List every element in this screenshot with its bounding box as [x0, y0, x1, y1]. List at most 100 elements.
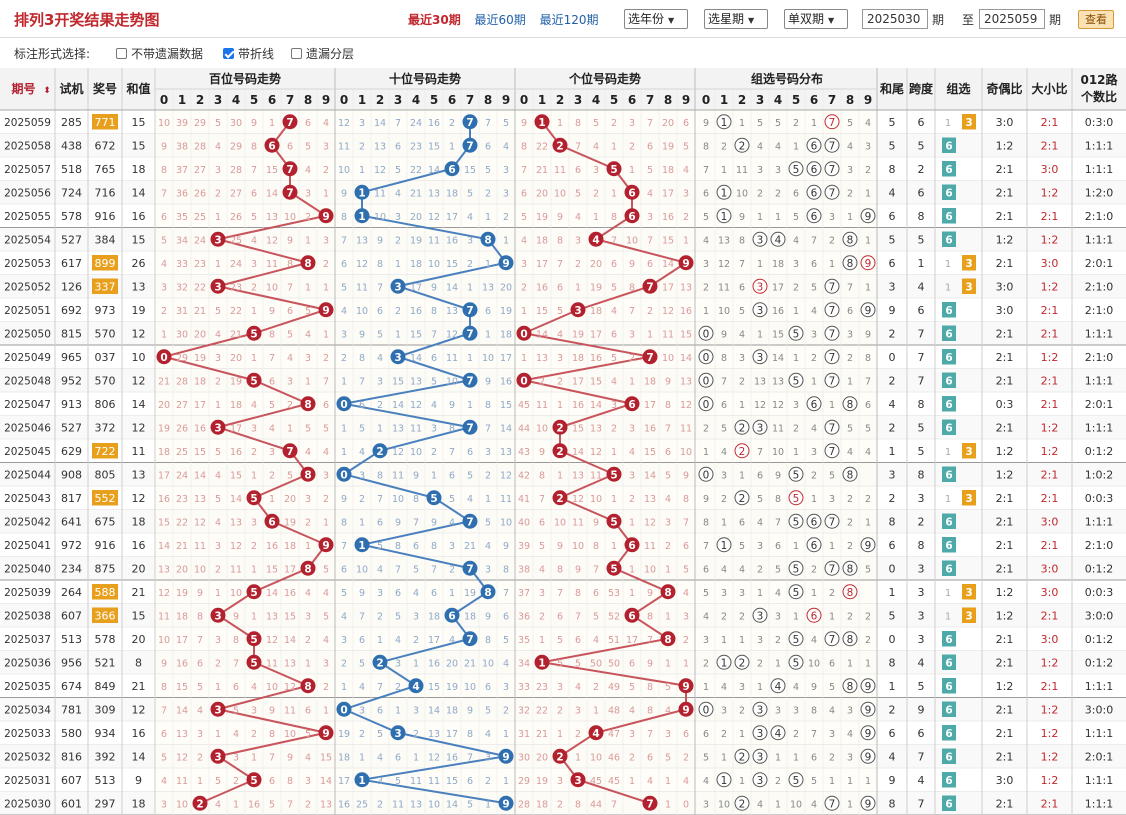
- dist-ball-label: 8: [847, 469, 854, 481]
- period-link-60[interactable]: 最近60期: [474, 13, 526, 27]
- option-with-line[interactable]: 带折线: [223, 45, 274, 62]
- dist-ball: [860, 302, 876, 318]
- view-button[interactable]: 查看: [1078, 10, 1114, 29]
- miss-value: 3: [377, 776, 383, 787]
- number-ball: [606, 560, 622, 576]
- miss-value: 10: [680, 447, 692, 458]
- number-ball-label: 9: [322, 211, 329, 223]
- miss-value: 6: [485, 141, 491, 152]
- parity-select[interactable]: 单双期: [784, 9, 848, 29]
- miss-value: 1: [629, 165, 635, 176]
- period-link-120[interactable]: 最近120期: [539, 13, 599, 27]
- miss-value: 17: [662, 188, 674, 199]
- number-ball: [300, 466, 316, 482]
- miss-value: 1: [215, 729, 221, 740]
- miss-value: 3: [665, 517, 671, 528]
- miss-value: 5: [341, 588, 347, 599]
- from-issue-suffix: 期: [932, 13, 945, 27]
- miss-value: 17: [772, 282, 784, 293]
- week-select[interactable]: 选星期: [704, 9, 768, 29]
- miss-value: 9: [485, 611, 491, 622]
- checkbox-icon[interactable]: [291, 48, 302, 59]
- miss-value: 3: [793, 705, 799, 716]
- miss-value: 6: [377, 705, 383, 716]
- year-select[interactable]: 选年份: [624, 9, 688, 29]
- number-ball-label: 9: [502, 258, 509, 270]
- miss-value: 10: [410, 447, 422, 458]
- miss-value: 1: [829, 776, 835, 787]
- miss-value: 2: [305, 212, 311, 223]
- miss-value: 4: [665, 494, 671, 505]
- dist-ball: [806, 161, 822, 177]
- miss-value: 2: [449, 118, 455, 129]
- miss-value: 1: [341, 423, 347, 434]
- option-layered[interactable]: 遗漏分层: [291, 45, 354, 62]
- miss-value: 1: [629, 376, 635, 387]
- miss-value: 4: [323, 588, 329, 599]
- miss-value: 3: [251, 259, 257, 270]
- miss-value: 1: [287, 423, 293, 434]
- miss-value: 2: [665, 541, 671, 552]
- miss-value: 11: [554, 165, 566, 176]
- miss-value: 19: [662, 141, 674, 152]
- tail-cell: 2: [889, 374, 896, 387]
- oddeven-cell: 3:0: [996, 304, 1014, 317]
- route-cell: 1:1:1: [1085, 139, 1113, 152]
- miss-value: 2: [683, 212, 689, 223]
- number-ball: [678, 255, 694, 271]
- option-no-miss[interactable]: 不带遗漏数据: [116, 45, 203, 62]
- dist-ball-label: 9: [865, 305, 872, 317]
- miss-value: 11: [500, 494, 512, 505]
- miss-value: 6: [269, 776, 275, 787]
- trial-cell: 527: [61, 421, 82, 434]
- dist-ball: [860, 208, 876, 224]
- miss-value: 14: [392, 400, 404, 411]
- number-ball: [624, 607, 640, 623]
- miss-value: 3: [721, 705, 727, 716]
- miss-value: 11: [158, 611, 170, 622]
- miss-value: 5: [557, 306, 563, 317]
- checkbox-icon[interactable]: [116, 48, 127, 59]
- dist-ball: [752, 748, 768, 764]
- miss-value: 1: [829, 400, 835, 411]
- miss-value: 19: [410, 235, 422, 246]
- dist-ball: [824, 349, 840, 365]
- draw-cell: 916: [95, 210, 116, 223]
- miss-value: 9: [377, 235, 383, 246]
- number-ball: [660, 631, 676, 647]
- to-issue-input[interactable]: 2025059: [979, 9, 1045, 29]
- miss-value: 17: [446, 729, 458, 740]
- miss-value: 2: [757, 188, 763, 199]
- miss-value: 5: [865, 564, 871, 575]
- miss-value: 53: [608, 588, 620, 599]
- miss-value: 4: [503, 141, 509, 152]
- miss-value: 1: [485, 799, 491, 810]
- number-ball-label: 3: [394, 352, 401, 364]
- miss-value: 12: [356, 259, 368, 270]
- number-ball-label: 2: [376, 446, 383, 458]
- miss-value: 6: [431, 588, 437, 599]
- miss-value: 9: [539, 447, 545, 458]
- checkbox-checked-icon[interactable]: [223, 48, 234, 59]
- oddeven-cell: 2:1: [996, 492, 1014, 505]
- oddeven-cell: 1:2: [996, 445, 1014, 458]
- miss-value: 1: [323, 705, 329, 716]
- miss-value: 10: [266, 282, 278, 293]
- dist-ball: [842, 396, 858, 412]
- miss-value: 20: [284, 494, 296, 505]
- miss-value: 25: [194, 212, 206, 223]
- from-issue-input[interactable]: 2025030: [862, 9, 928, 29]
- dist-ball-label: 0: [703, 352, 710, 364]
- route-cell: 2:1:0: [1085, 304, 1113, 317]
- miss-value: 2: [305, 635, 311, 646]
- miss-value: 7: [629, 306, 635, 317]
- period-link-30[interactable]: 最近30期: [408, 13, 461, 27]
- number-ball-label: 7: [466, 375, 473, 387]
- trial-cell: 641: [61, 515, 82, 528]
- miss-value: 19: [194, 353, 206, 364]
- draw-cell: 765: [95, 163, 116, 176]
- bigsmall-cell: 1:2: [1041, 351, 1059, 364]
- number-ball: [210, 419, 226, 435]
- miss-value: 47: [608, 729, 620, 740]
- dist-ball-label: 9: [865, 540, 872, 552]
